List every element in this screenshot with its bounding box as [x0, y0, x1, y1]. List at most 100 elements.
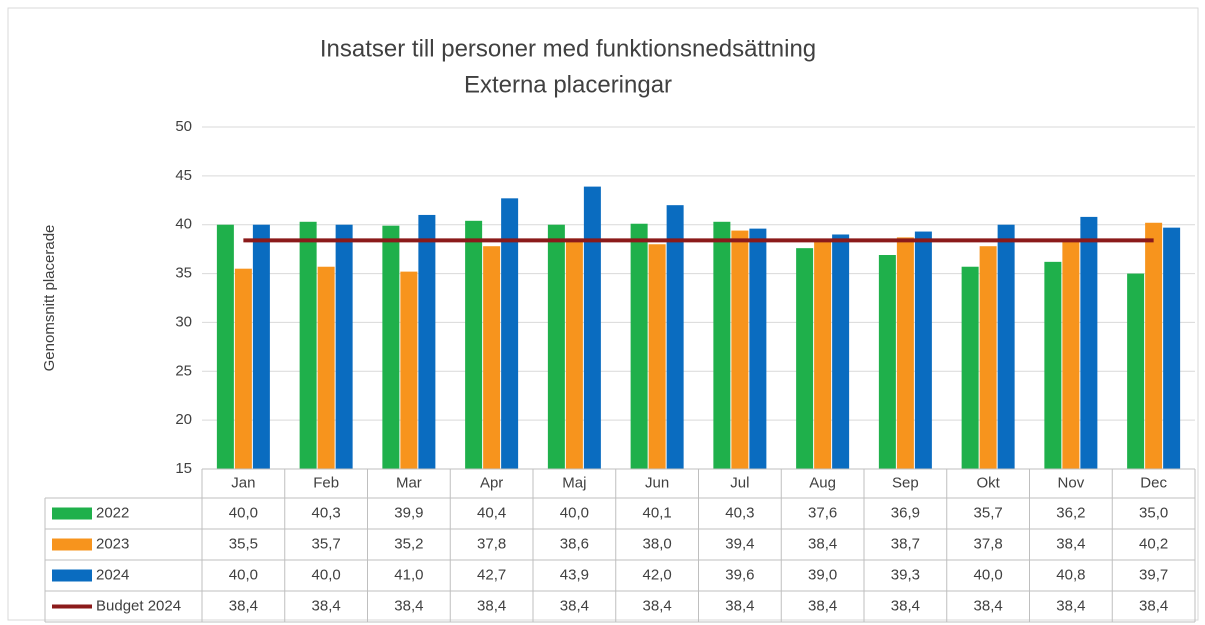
bar [832, 234, 850, 469]
bar [252, 224, 270, 469]
x-tick-label: Okt [976, 474, 1000, 491]
table-value: 38,0 [643, 535, 672, 552]
table-value: 38,4 [725, 597, 754, 614]
table-value: 36,2 [1056, 504, 1085, 521]
legend-label: 2023 [96, 535, 129, 552]
bar [796, 248, 814, 469]
x-tick-label: Jan [231, 474, 255, 491]
x-tick-label: Maj [562, 474, 586, 491]
table-value: 42,7 [477, 566, 506, 583]
table-value: 38,4 [1139, 597, 1168, 614]
bar [501, 198, 519, 469]
table-value: 35,7 [974, 504, 1003, 521]
table-value: 38,4 [1056, 535, 1085, 552]
bar [878, 255, 896, 469]
y-tick-label: 30 [175, 313, 192, 330]
table-value: 38,4 [560, 597, 589, 614]
x-tick-label: Feb [313, 474, 339, 491]
bar [1062, 240, 1080, 469]
table-value: 39,7 [1139, 566, 1168, 583]
legend-swatch [52, 507, 92, 520]
table-value: 39,6 [725, 566, 754, 583]
table-value: 35,2 [394, 535, 423, 552]
table-value: 38,4 [891, 597, 920, 614]
table-value: 38,4 [477, 597, 506, 614]
bar [1044, 261, 1062, 469]
table-value: 40,0 [974, 566, 1003, 583]
x-tick-label: Mar [396, 474, 422, 491]
bar [382, 225, 400, 469]
bar [234, 268, 252, 469]
bar [713, 221, 731, 469]
table-value: 40,0 [312, 566, 341, 583]
table-value: 42,0 [643, 566, 672, 583]
x-tick-label: Jul [730, 474, 749, 491]
table-value: 35,7 [312, 535, 341, 552]
bar [335, 224, 353, 469]
x-tick-label: Jun [645, 474, 669, 491]
bar [731, 230, 749, 469]
y-tick-label: 15 [175, 460, 192, 477]
table-value: 35,5 [229, 535, 258, 552]
bar [914, 231, 932, 469]
bar [317, 266, 335, 469]
bar [1127, 273, 1145, 469]
table-value: 38,4 [1056, 597, 1085, 614]
x-tick-label: Apr [480, 474, 503, 491]
table-value: 38,4 [229, 597, 258, 614]
bar [648, 244, 666, 469]
table-value: 40,4 [477, 504, 506, 521]
frame [7, 7, 1199, 621]
legend-label: Budget 2024 [96, 597, 181, 614]
table-value: 40,0 [560, 504, 589, 521]
bar [666, 205, 684, 469]
table-value: 36,9 [891, 504, 920, 521]
table-value: 37,6 [808, 504, 837, 521]
x-tick-label: Nov [1058, 474, 1085, 491]
bar [465, 220, 483, 469]
table-value: 38,7 [891, 535, 920, 552]
bar [216, 224, 234, 469]
table-value: 35,0 [1139, 504, 1168, 521]
bar [896, 237, 914, 469]
bar [483, 246, 501, 469]
chart-title: Insatser till personer med funktionsneds… [320, 35, 816, 62]
table-value: 40,1 [643, 504, 672, 521]
bar [565, 238, 583, 469]
table-value: 39,0 [808, 566, 837, 583]
bar [979, 246, 997, 469]
y-tick-label: 25 [175, 362, 192, 379]
table-value: 38,6 [560, 535, 589, 552]
y-tick-label: 50 [175, 118, 192, 135]
table-value: 43,9 [560, 566, 589, 583]
table-value: 39,9 [394, 504, 423, 521]
bar [1163, 227, 1181, 469]
bar [583, 186, 601, 469]
bar [547, 224, 565, 469]
bar [814, 240, 832, 469]
table-value: 39,3 [891, 566, 920, 583]
table-value: 40,3 [725, 504, 754, 521]
bar [400, 271, 418, 469]
table-value: 40,0 [229, 566, 258, 583]
table-value: 38,4 [808, 597, 837, 614]
bar [299, 221, 317, 469]
table-value: 38,4 [643, 597, 672, 614]
table-value: 38,4 [974, 597, 1003, 614]
x-tick-label: Aug [809, 474, 836, 491]
bar [418, 214, 436, 469]
table-value: 40,2 [1139, 535, 1168, 552]
bar [961, 266, 979, 469]
table-value: 40,8 [1056, 566, 1085, 583]
chart-subtitle: Externa placeringar [464, 71, 672, 98]
legend-swatch [52, 569, 92, 582]
table-value: 37,8 [477, 535, 506, 552]
bar [749, 228, 767, 469]
bar [630, 223, 648, 469]
x-tick-label: Sep [892, 474, 919, 491]
table-value: 40,0 [229, 504, 258, 521]
y-tick-label: 20 [175, 411, 192, 428]
y-tick-label: 35 [175, 265, 192, 282]
legend-swatch [52, 538, 92, 551]
